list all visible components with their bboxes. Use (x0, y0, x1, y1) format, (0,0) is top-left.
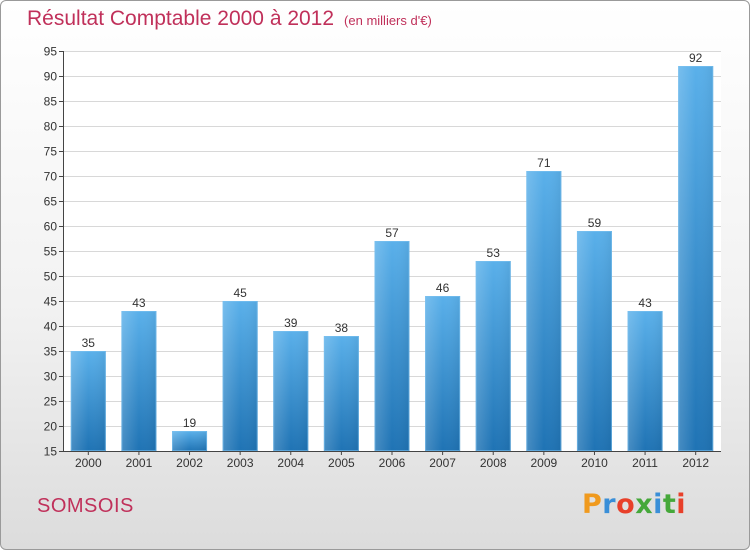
bar-edge-2010 (576, 231, 612, 451)
logo-letter: P (582, 489, 603, 520)
y-tick-label: 75 (44, 145, 58, 159)
bar-shine-2008 (475, 261, 511, 451)
y-tick-label: 50 (44, 270, 58, 284)
axis-layer: 15 20 25 30 35 40 45 50 55 60 65 70 75 80 85 90 95 2000 20… (44, 45, 721, 470)
bar-shine-2010 (576, 231, 612, 451)
bar-edge-2004 (273, 331, 309, 451)
y-tick-label: 60 (44, 220, 58, 234)
y-tick-label: 80 (44, 120, 58, 134)
bar-shine-2007 (425, 296, 461, 451)
bar-edge-2009 (526, 171, 562, 451)
x-tick-label: 2009 (530, 456, 557, 470)
x-tick-label: 2000 (75, 456, 102, 470)
commune-name: SOMSOIS (37, 495, 134, 517)
bar-edge-2008 (475, 261, 511, 451)
bar-shine-2005 (323, 336, 359, 451)
y-tick-label: 95 (44, 45, 58, 59)
data-label: 38 (335, 321, 349, 335)
bar-edge-2011 (627, 311, 663, 451)
bar-shine-2006 (374, 241, 410, 451)
bar-edge-2007 (425, 296, 461, 451)
data-label: 92 (689, 51, 703, 65)
data-label: 53 (487, 246, 501, 260)
bar-edge-2000 (70, 351, 106, 451)
y-tick-label: 20 (44, 420, 58, 434)
y-tick-label: 70 (44, 170, 58, 184)
bar-chart: 15 20 25 30 35 40 45 50 55 60 65 70 75 80 85 90 95 2000 20… (44, 45, 721, 470)
x-tick-label: 2004 (277, 456, 304, 470)
x-tick-label: 2012 (682, 456, 709, 470)
logo-letter: x (635, 489, 654, 520)
proxiti-logo[interactable]: Proxiti (582, 489, 686, 520)
x-tick-label: 2003 (227, 456, 254, 470)
logo-letter: i (676, 489, 687, 520)
data-label: 59 (588, 216, 602, 230)
chart-subtitle: (en milliers d'€) (344, 13, 432, 28)
y-tick-label: 55 (44, 245, 58, 259)
bar-shine-2000 (70, 351, 106, 451)
y-tick-label: 25 (44, 395, 58, 409)
data-label: 43 (132, 296, 146, 310)
y-tick-label: 30 (44, 370, 58, 384)
logo-letter: o (616, 489, 636, 520)
x-tick-label: 2005 (328, 456, 355, 470)
bar-shine-2004 (273, 331, 309, 451)
bar-shine-2009 (526, 171, 562, 451)
data-label: 19 (183, 416, 197, 430)
x-tick-label: 2008 (480, 456, 507, 470)
bar-edge-2006 (374, 241, 410, 451)
x-tick-label: 2007 (429, 456, 456, 470)
data-label: 46 (436, 281, 450, 295)
bar-shine-2003 (222, 301, 258, 451)
label-layer: 35 43 19 45 39 38 57 46 53 71 59 43 92 (82, 51, 703, 430)
bar-edge-2005 (323, 336, 359, 451)
y-tick-label: 15 (44, 445, 58, 459)
x-tick-label: 2001 (126, 456, 153, 470)
data-label: 35 (82, 336, 96, 350)
bar-shine-2001 (121, 311, 157, 451)
bar-edge-2002 (172, 431, 208, 451)
data-label: 57 (385, 226, 399, 240)
bar-edge-2001 (121, 311, 157, 451)
bar-layer (70, 66, 714, 451)
x-tick-label: 2002 (176, 456, 203, 470)
y-tick-label: 35 (44, 345, 58, 359)
bar-shine-2011 (627, 311, 663, 451)
data-label: 71 (537, 156, 551, 170)
data-label: 45 (233, 286, 247, 300)
bar-edge-2003 (222, 301, 258, 451)
chart-title: Résultat Comptable 2000 à 2012 (en millie… (27, 7, 432, 31)
data-label: 39 (284, 316, 298, 330)
chart-title-text: Résultat Comptable 2000 à 2012 (27, 7, 335, 30)
data-label: 43 (638, 296, 652, 310)
bar-shine-2012 (678, 66, 714, 451)
x-tick-label: 2010 (581, 456, 608, 470)
x-tick-label: 2011 (632, 456, 658, 470)
y-tick-label: 85 (44, 95, 58, 109)
x-tick-label: 2006 (379, 456, 406, 470)
y-tick-label: 45 (44, 295, 58, 309)
y-tick-label: 90 (44, 70, 58, 84)
y-tick-label: 40 (44, 320, 58, 334)
logo-letter: r (602, 489, 617, 520)
bar-edge-2012 (678, 66, 714, 451)
y-tick-label: 65 (44, 195, 58, 209)
logo-letter: i (653, 489, 663, 520)
logo-letter: t (662, 489, 677, 520)
bar-shine-2002 (172, 431, 208, 451)
